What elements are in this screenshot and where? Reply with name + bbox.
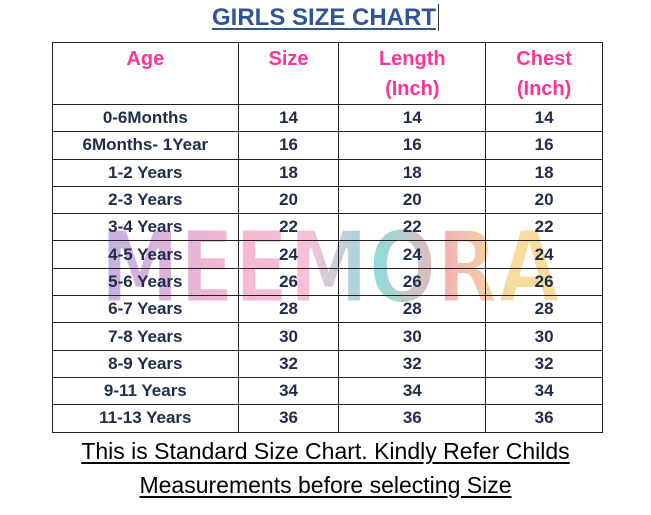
table-cell: 34 — [338, 376, 487, 406]
table-row: 5-6 Years 26 26 26 — [52, 267, 603, 297]
table-cell: 26 — [338, 267, 487, 297]
table-cell: 16 — [485, 131, 603, 160]
table-cell: 11-13 Years — [52, 404, 239, 433]
header-row: Age Size Length (Inch) Chest (Inch) — [52, 42, 603, 105]
table-row: 6-7 Years 28 28 28 — [52, 295, 603, 324]
table-cell: 28 — [485, 295, 603, 324]
table-cell: 18 — [338, 158, 487, 187]
table-row: 1-2 Years 18 18 18 — [52, 158, 603, 187]
header-text: (Inch) — [516, 78, 572, 100]
header-text: Age — [126, 48, 165, 70]
header-text: Length — [378, 48, 446, 70]
footer-line: Measurements before selecting Size — [139, 472, 512, 498]
table-cell: 18 — [237, 158, 340, 187]
header-text: Size — [268, 48, 309, 70]
size-table: Age Size Length (Inch) Chest (Inch) 0-6Months… — [52, 42, 603, 433]
table-cell: 5-6 Years — [52, 267, 239, 297]
table-cell: 32 — [485, 349, 603, 378]
table-cell: 34 — [237, 376, 340, 406]
table-cell: 30 — [237, 322, 340, 351]
table-cell: 20 — [485, 185, 603, 215]
table-cell: 32 — [338, 349, 487, 378]
table-cell: 36 — [237, 404, 340, 433]
table-cell: 22 — [338, 213, 487, 242]
table-row: 11-13 Years 36 36 36 — [52, 404, 603, 433]
table-cell: 9-11 Years — [52, 376, 239, 406]
table-cell: 30 — [338, 322, 487, 351]
table-row: 8-9 Years 32 32 32 — [52, 349, 603, 378]
table-row: 9-11 Years 34 34 34 — [52, 376, 603, 406]
table-cell: 14 — [338, 103, 487, 133]
table-row: 2-3 Years 20 20 20 — [52, 185, 603, 215]
table-cell: 0-6Months — [52, 103, 239, 133]
table-cell: 3-4 Years — [52, 213, 239, 242]
table-cell: 24 — [338, 240, 487, 269]
table-cell: 6Months- 1Year — [52, 131, 239, 160]
table-cell: 26 — [237, 267, 340, 297]
header-cell: Chest (Inch) — [485, 42, 603, 105]
table-cell: 36 — [485, 404, 603, 433]
footer-line: This is Standard Size Chart. Kindly Refe… — [81, 438, 570, 464]
header-text: Chest — [516, 48, 572, 70]
title: GIRLS SIZE CHART — [211, 4, 439, 31]
table-cell: 28 — [338, 295, 487, 324]
table-cell: 28 — [237, 295, 340, 324]
header-cell: Length (Inch) — [338, 42, 487, 105]
title-box: GIRLS SIZE CHART — [0, 4, 651, 32]
table-cell: 20 — [338, 185, 487, 215]
table-cell: 14 — [485, 103, 603, 133]
table-cell: 7-8 Years — [52, 322, 239, 351]
table-cell: 30 — [485, 322, 603, 351]
table-cell: 6-7 Years — [52, 295, 239, 324]
table-row: 4-5 Years 24 24 24 — [52, 240, 603, 269]
table-cell: 32 — [237, 349, 340, 378]
table-cell: 8-9 Years — [52, 349, 239, 378]
footer: This is Standard Size Chart. Kindly Refe… — [0, 434, 651, 502]
table-cell: 36 — [338, 404, 487, 433]
table-cell: 26 — [485, 267, 603, 297]
table-cell: 4-5 Years — [52, 240, 239, 269]
table-cell: 22 — [237, 213, 340, 242]
table-cell: 24 — [485, 240, 603, 269]
header-cell: Size — [237, 42, 340, 105]
table-body: 0-6Months 14 14 14 6Months- 1Year 16 16 16 1-2 Y… — [52, 103, 603, 433]
table-cell: 22 — [485, 213, 603, 242]
table-cell: 1-2 Years — [52, 158, 239, 187]
table-row: 7-8 Years 30 30 30 — [52, 322, 603, 351]
table-cell: 20 — [237, 185, 340, 215]
table-cell: 34 — [485, 376, 603, 406]
table-cell: 18 — [485, 158, 603, 187]
table-row: 6Months- 1Year 16 16 16 — [52, 131, 603, 160]
table-cell: 16 — [338, 131, 487, 160]
table-cell: 16 — [237, 131, 340, 160]
header-text: (Inch) — [385, 78, 440, 100]
table-cell: 24 — [237, 240, 340, 269]
header-cell: Age — [52, 42, 239, 105]
table-row: 3-4 Years 22 22 22 — [52, 213, 603, 242]
table-cell: 2-3 Years — [52, 185, 239, 215]
table-cell: 14 — [237, 103, 340, 133]
table-row: 0-6Months 14 14 14 — [52, 103, 603, 133]
